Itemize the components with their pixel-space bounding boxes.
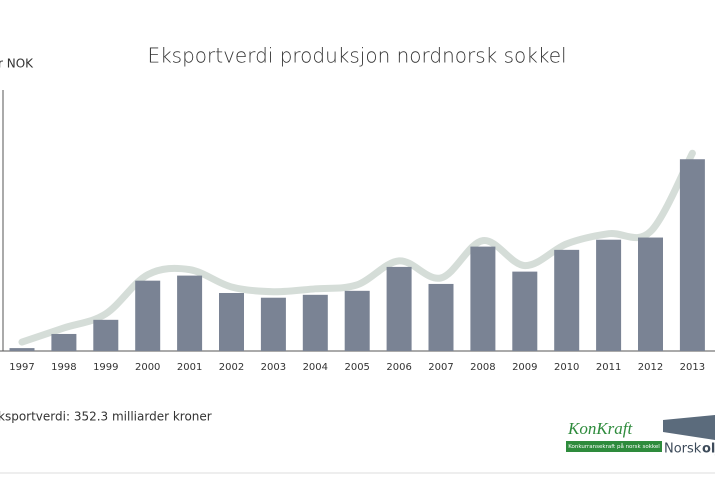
y-axis-label: r NOK [0,57,34,71]
bar [428,283,454,351]
logo-text: olje [702,442,715,457]
bar [344,290,370,351]
x-tick-label: 1999 [93,362,118,373]
bar [554,249,580,351]
logo-text: Norsk [664,442,702,457]
x-tick-label: 2001 [177,362,202,373]
x-tick-label: 2012 [638,362,663,373]
chart-title: Eksportverdi produksjon nordnorsk sokkel [147,44,566,68]
bar [638,237,663,351]
bar [177,275,203,351]
bar [596,239,622,351]
logo-bar [566,441,662,452]
bar [302,294,328,351]
x-tick-label: 2002 [219,362,244,373]
bar [51,333,77,351]
x-tick-label: 2004 [303,362,328,373]
x-tick-label: 2008 [470,362,495,373]
bar [93,319,119,351]
x-tick-label: 2006 [386,362,411,373]
x-tick-label: 1998 [51,362,76,373]
bar [135,280,161,351]
x-tick-label: 2003 [261,362,286,373]
x-tick-label: 2009 [512,362,537,373]
bar [470,246,496,351]
x-tick-label: 2000 [135,362,160,373]
annotation: ksportverdi: 352.3 milliarder kroner [0,410,212,424]
x-tick-label: 2007 [428,362,453,373]
logo-tagline: Konkurransekraft på norsk sokkel [568,443,660,450]
bar [512,271,538,351]
konkraft-logo: KonKraft Konkurransekraft på norsk sokke… [566,419,662,452]
bar [679,159,705,351]
norskolje-logo: Norsk olje [663,415,715,457]
bar [9,348,35,351]
bar [219,293,244,351]
logo-shape [663,415,715,440]
bar [386,266,412,351]
logo-text: KonKraft [567,419,634,438]
x-tick-label: 2005 [344,362,369,373]
x-tick-label: 1997 [9,362,34,373]
x-tick-label: 2013 [680,362,705,373]
x-tick-label: 2011 [596,362,621,373]
x-tick-label: 2010 [554,362,579,373]
bar [260,297,286,351]
